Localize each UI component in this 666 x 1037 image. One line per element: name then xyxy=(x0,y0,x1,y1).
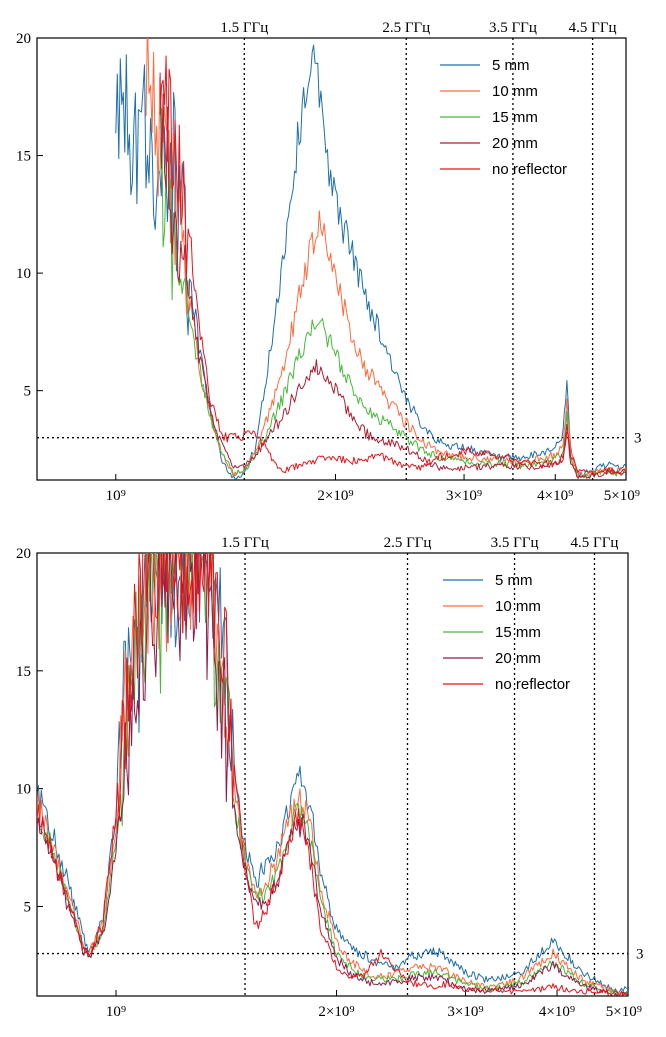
x-tick-label: 4×10⁹ xyxy=(539,1004,575,1020)
x-tick-label: 2×10⁹ xyxy=(318,1004,354,1020)
y-tick-label: 15 xyxy=(16,664,31,680)
frequency-marker-label: 2.5 ГГц xyxy=(384,535,432,551)
legend-label: 10 mm xyxy=(492,83,538,100)
frequency-marker-label: 3.5 ГГц xyxy=(489,20,537,36)
legend-label: no reflector xyxy=(495,676,570,693)
series-line-5-mm xyxy=(115,44,626,480)
frequency-marker-label: 3.5 ГГц xyxy=(491,535,539,551)
chart-panel-1: 1.5 ГГц 2.5 ГГц 3.5 ГГц 4.5 ГГц 3 5 10 15 20 10⁹ 2… xyxy=(16,20,642,504)
legend-label: 20 mm xyxy=(492,135,538,152)
legend-label: no reflector xyxy=(492,161,567,178)
series-line-15-mm xyxy=(159,108,626,479)
plot-frame xyxy=(36,552,629,997)
plot-frame xyxy=(36,37,627,481)
reference-line-label: 3 xyxy=(636,947,644,963)
frequency-marker-label: 1.5 ГГц xyxy=(220,20,268,36)
legend-label: 5 mm xyxy=(495,572,533,589)
y-tick-label: 20 xyxy=(16,546,31,562)
x-tick-label: 2×10⁹ xyxy=(317,488,353,504)
legend-label: 15 mm xyxy=(492,109,538,126)
series-line-no-reflector xyxy=(159,55,626,476)
y-tick-label: 5 xyxy=(24,384,32,400)
series-line-20-mm xyxy=(37,553,628,996)
x-tick-label: 3×10⁹ xyxy=(447,1004,483,1020)
chart-panel-2: 1.5 ГГц 2.5 ГГц 3.5 ГГц 4.5 ГГц 3 5 10 15 20 10⁹ 2… xyxy=(16,535,644,1020)
legend-label: 15 mm xyxy=(495,624,541,641)
x-tick-label: 3×10⁹ xyxy=(446,488,482,504)
series-line-20-mm xyxy=(159,72,626,479)
legend: 5 mm 10 mm 15 mm 20 mm no reflector xyxy=(443,572,570,693)
frequency-marker-label: 2.5 ГГц xyxy=(382,20,430,36)
y-tick-label: 20 xyxy=(16,31,31,47)
reference-line-label: 3 xyxy=(634,431,642,447)
y-tick-label: 5 xyxy=(24,899,32,915)
legend-label: 5 mm xyxy=(492,57,530,74)
x-tick-label: 5×10⁹ xyxy=(604,488,640,504)
frequency-marker-label: 4.5 ГГц xyxy=(569,20,617,36)
series-line-10-mm xyxy=(37,553,628,996)
legend: 5 mm 10 mm 15 mm 20 mm no reflector xyxy=(440,57,567,178)
x-tick-label: 10⁹ xyxy=(106,488,126,504)
legend-label: 10 mm xyxy=(495,598,541,615)
series-group xyxy=(37,553,628,996)
legend-label: 20 mm xyxy=(495,650,541,667)
series-line-10-mm xyxy=(145,38,626,478)
frequency-marker-label: 1.5 ГГц xyxy=(221,535,269,551)
x-tick-label: 10⁹ xyxy=(106,1004,126,1020)
series-group xyxy=(115,38,626,480)
x-tick-label: 4×10⁹ xyxy=(537,488,573,504)
series-line-no-reflector xyxy=(37,553,628,996)
x-tick-label: 5×10⁹ xyxy=(606,1004,642,1020)
frequency-marker-label: 4.5 ГГц xyxy=(571,535,619,551)
y-tick-label: 10 xyxy=(16,266,31,282)
y-tick-label: 10 xyxy=(16,782,31,798)
y-tick-label: 15 xyxy=(16,149,31,165)
